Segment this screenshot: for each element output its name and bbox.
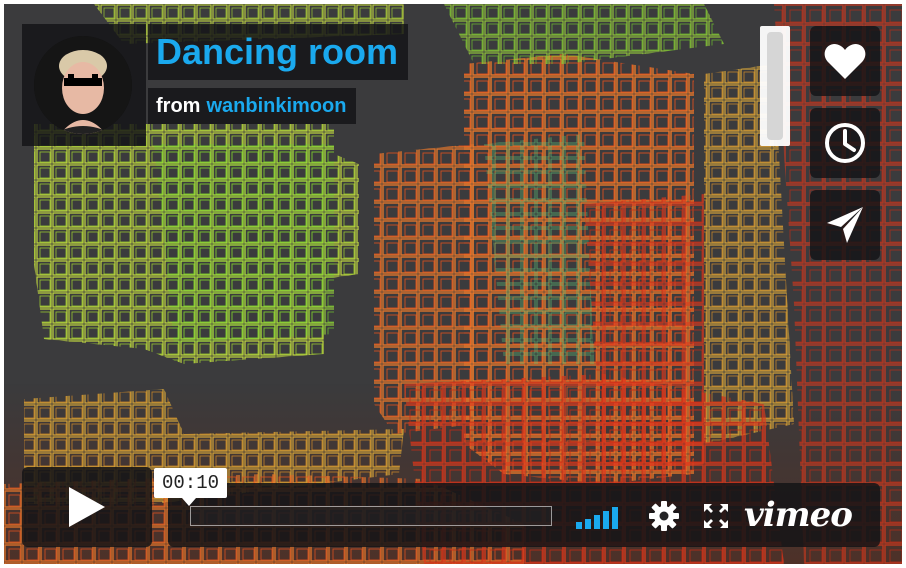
vimeo-logo[interactable]: vimeo	[744, 495, 853, 535]
controls-bar: vimeo	[168, 483, 880, 547]
play-icon	[69, 487, 105, 527]
avatar[interactable]	[34, 36, 132, 134]
heart-icon	[824, 44, 866, 79]
byline-bar: from wanbinkimoon	[148, 88, 357, 124]
like-button[interactable]	[810, 26, 880, 96]
progress-bar[interactable]	[190, 506, 552, 526]
scrollbar[interactable]	[760, 26, 790, 146]
video-title[interactable]: Dancing room	[156, 31, 399, 72]
watch-later-button[interactable]	[810, 108, 880, 178]
clock-icon	[825, 123, 865, 163]
play-button[interactable]	[22, 467, 152, 547]
title-bar: Dancing room	[148, 24, 409, 80]
gear-icon[interactable]	[648, 500, 680, 532]
current-time-tooltip: 00:10	[154, 468, 228, 498]
author-avatar-frame[interactable]	[22, 24, 146, 146]
scrollbar-thumb[interactable]	[767, 32, 783, 140]
fullscreen-icon[interactable]	[702, 502, 730, 530]
author-link[interactable]: wanbinkimoon	[206, 94, 347, 117]
video-player[interactable]: Dancing room from wanbinkimoon	[4, 4, 902, 564]
volume-icon[interactable]	[576, 505, 624, 529]
share-button[interactable]	[810, 190, 880, 260]
tooltip-arrow	[182, 498, 196, 506]
byline-prefix: from	[156, 94, 201, 117]
paper-plane-icon	[827, 207, 863, 243]
